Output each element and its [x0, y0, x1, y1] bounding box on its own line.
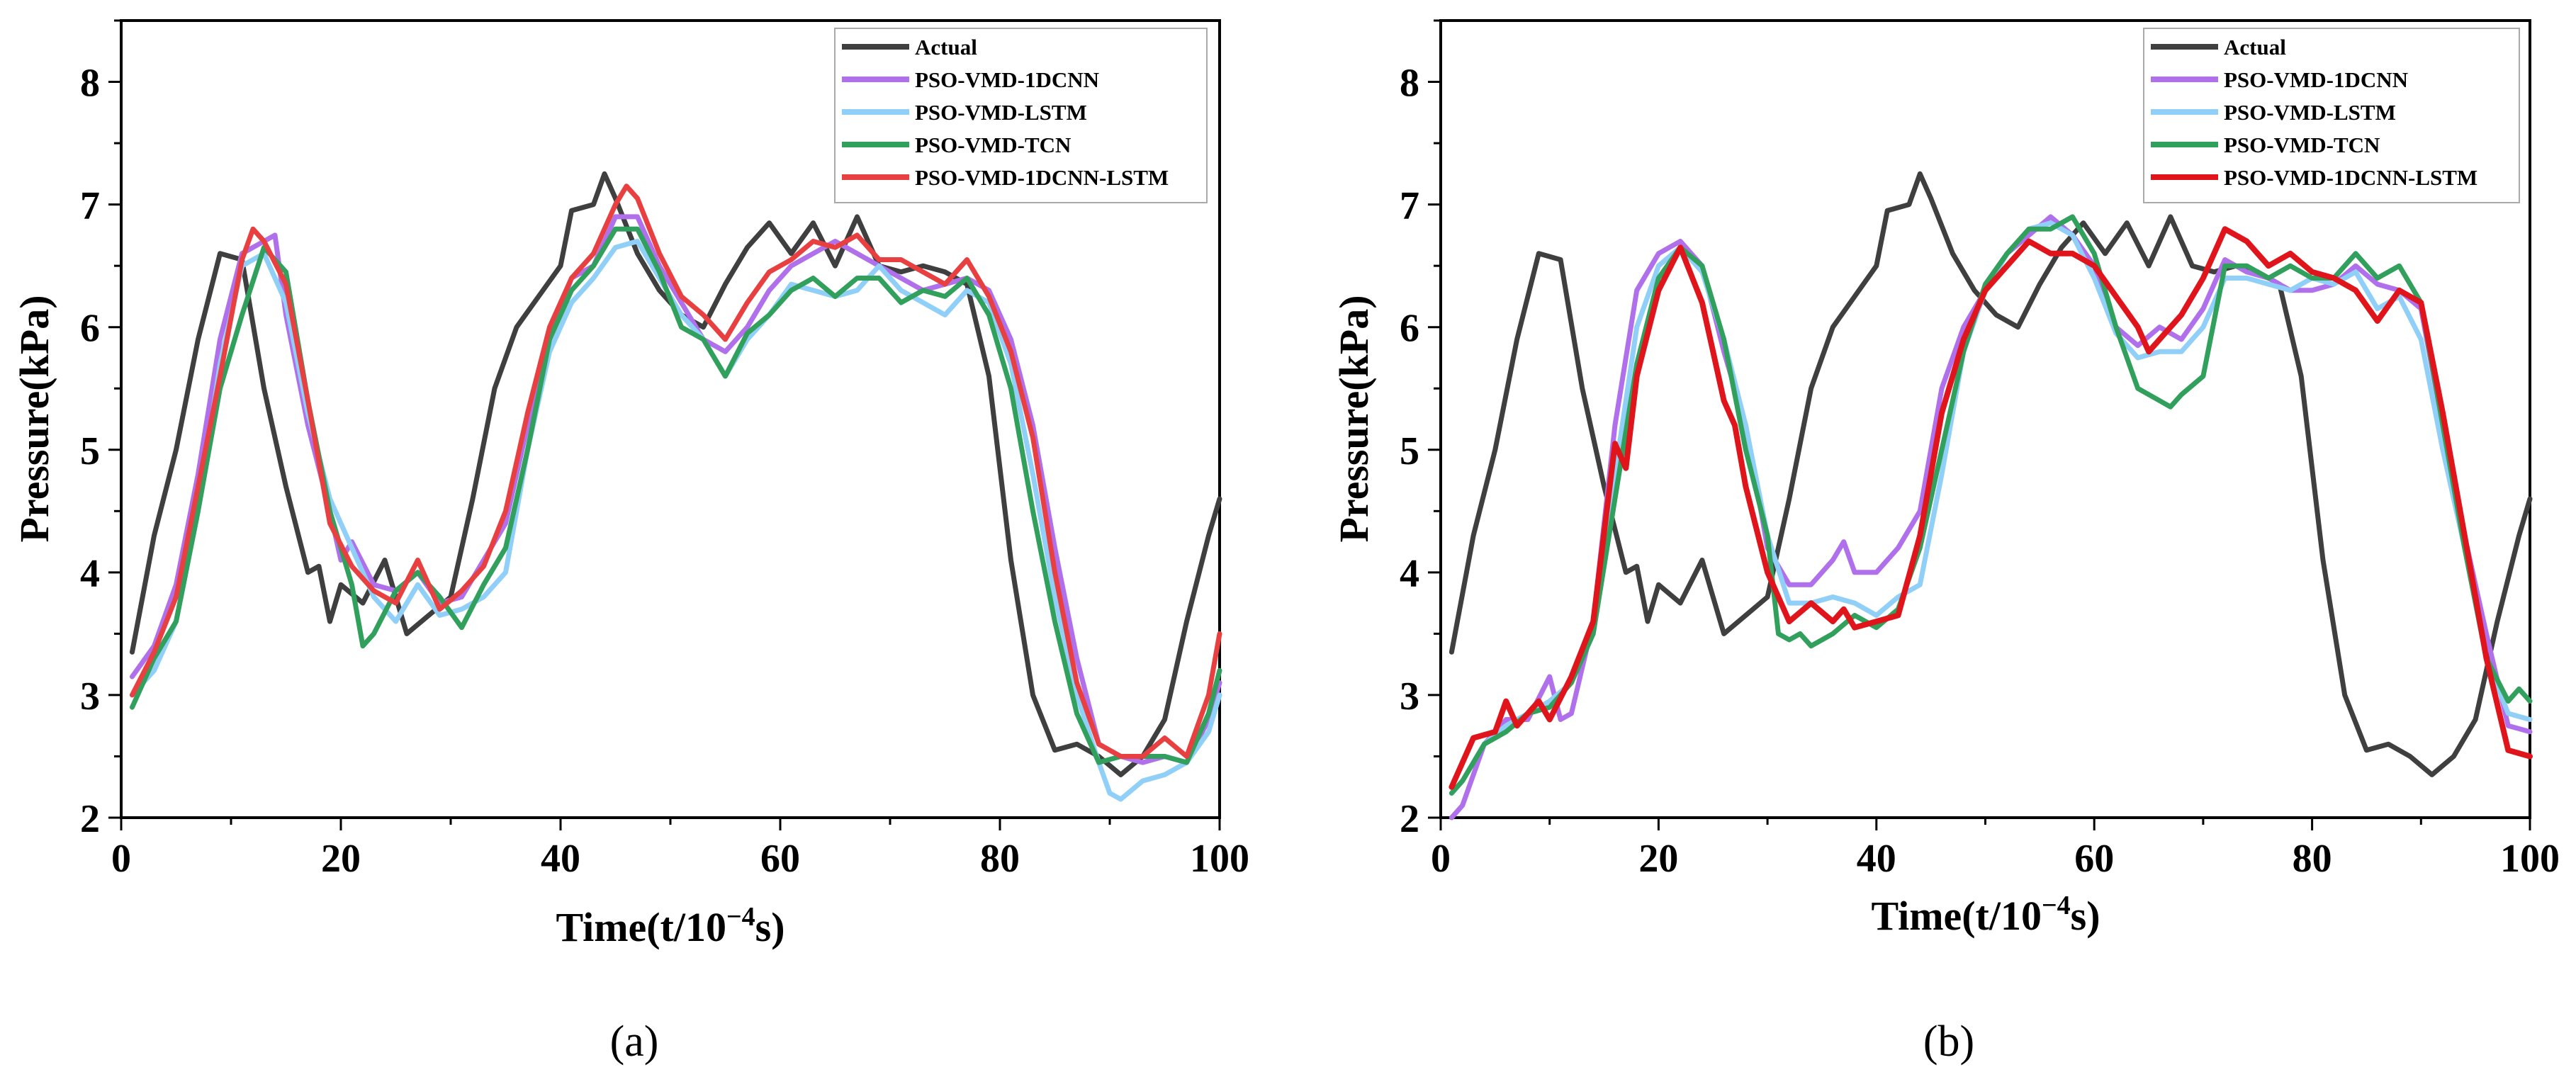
legend-label: PSO-VMD-1DCNN: [915, 67, 1099, 92]
x-tick-labels: 0 20 40 60 80 100: [1431, 837, 2560, 881]
series-lines: [130, 171, 1222, 802]
x-axis-label-exponent: −4: [726, 902, 755, 932]
x-tick-label: 20: [1638, 837, 1678, 881]
y-tick-label: 8: [1400, 62, 1419, 106]
series-line-4: [130, 226, 1222, 765]
series-line-5: [1449, 226, 2533, 790]
x-axis-label: Time(t/10−4s): [1871, 891, 2100, 939]
x-axis-label-exponent: −4: [2042, 891, 2071, 920]
x-tick-label: 60: [760, 837, 800, 881]
x-tick-label: 0: [1431, 837, 1451, 881]
y-tick-label: 4: [1400, 552, 1419, 596]
y-tick-label: 6: [1400, 307, 1419, 351]
y-tick-label: 6: [80, 307, 100, 351]
y-tick-label: 2: [80, 797, 100, 841]
legend-label: PSO-VMD-TCN: [2224, 132, 2380, 157]
x-tick-label: 80: [980, 837, 1020, 881]
axis-ticks: [108, 19, 1221, 830]
series-line-4: [1449, 214, 2533, 796]
x-tick-label: 40: [1857, 837, 1896, 881]
legend-label: PSO-VMD-LSTM: [915, 100, 1087, 125]
y-axis-label: Pressure(kPa): [11, 295, 57, 542]
legend-label: PSO-VMD-TCN: [915, 132, 1071, 157]
y-tick-label: 7: [80, 184, 100, 228]
legend: Actual PSO-VMD-1DCNN PSO-VMD-LSTM PSO-VMD-T…: [834, 28, 1208, 203]
series-line-2: [130, 214, 1222, 765]
y-tick-label: 2: [1400, 797, 1419, 841]
legend-box: [834, 28, 1208, 203]
y-tick-labels: 2 3 4 5 6 7 8: [80, 62, 100, 841]
x-tick-label: 100: [1190, 837, 1249, 881]
legend-label: Actual: [2224, 35, 2286, 60]
x-axis-label-tail: s): [2071, 893, 2100, 939]
legend: Actual PSO-VMD-1DCNN PSO-VMD-LSTM PSO-VMD-T…: [2143, 28, 2520, 203]
x-tick-labels: 0 20 40 60 80 100: [111, 837, 1249, 881]
y-tick-label: 5: [1400, 429, 1419, 473]
x-axis-label-main: Time(t/10: [556, 904, 726, 950]
x-tick-label: 80: [2293, 837, 2332, 881]
series-line-5: [130, 184, 1222, 759]
legend-label: PSO-VMD-1DCNN-LSTM: [2224, 165, 2477, 190]
x-axis-label-tail: s): [755, 904, 785, 950]
series-line-1: [130, 171, 1222, 777]
y-tick-label: 7: [1400, 184, 1419, 228]
x-tick-label: 60: [2074, 837, 2114, 881]
x-tick-label: 100: [2500, 837, 2560, 881]
x-axis-label-main: Time(t/10: [1871, 893, 2042, 939]
y-tick-labels: 2 3 4 5 6 7 8: [1400, 62, 1419, 841]
y-tick-label: 3: [1400, 675, 1419, 718]
y-tick-label: 4: [80, 552, 100, 596]
legend-label: Actual: [915, 35, 977, 60]
x-axis-label: Time(t/10−4s): [556, 902, 784, 950]
x-tick-label: 40: [541, 837, 580, 881]
legend-box: [2143, 28, 2520, 203]
panel-label: (a): [610, 1017, 659, 1066]
axis-ticks: [1428, 19, 2531, 830]
x-tick-label: 0: [111, 837, 131, 881]
y-tick-label: 3: [80, 675, 100, 718]
panel-label: (b): [1923, 1017, 1974, 1066]
legend-label: PSO-VMD-1DCNN: [2224, 67, 2408, 92]
y-axis-label: Pressure(kPa): [1331, 295, 1377, 542]
series-line-1: [1449, 171, 2533, 777]
y-tick-label: 8: [80, 62, 100, 106]
legend-label: PSO-VMD-1DCNN-LSTM: [915, 165, 1169, 190]
panel-a: 2 3 4 5 6 7 8 0 20 40 60 80 100 Pressure(kPa) Time(…: [11, 19, 1249, 1066]
x-tick-label: 20: [321, 837, 361, 881]
legend-label: PSO-VMD-LSTM: [2224, 100, 2396, 125]
panel-b: 2 3 4 5 6 7 8 0 20 40 60 80 100 Pressure(kPa) Time(…: [1331, 19, 2560, 1066]
series-lines: [1449, 171, 2533, 821]
y-tick-label: 5: [80, 429, 100, 473]
